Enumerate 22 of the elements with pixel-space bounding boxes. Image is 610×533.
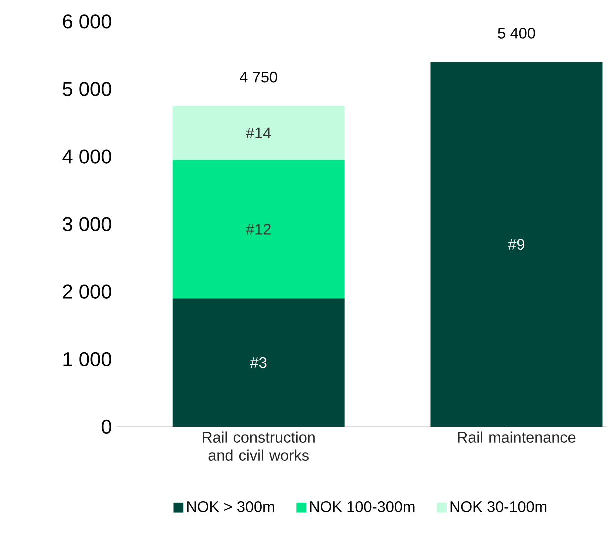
annotation: #9 (508, 239, 525, 250)
annotation: #14 (246, 128, 272, 138)
bar (430, 62, 603, 427)
annotation: #3 (250, 357, 267, 368)
y-tick-label: 6 000 (63, 14, 112, 29)
legend-label: NOK 30-100m (450, 502, 547, 512)
x-tick-label: Rail construction and civil works (203, 432, 315, 461)
bar (172, 298, 345, 427)
legend-label: NOK 100-300m (310, 502, 415, 512)
y-tick-label: 4 000 (62, 150, 112, 164)
bar (172, 160, 345, 299)
total-label: 4 750 (240, 72, 278, 83)
y-tick-label: 1 000 (64, 352, 112, 367)
total-label: 5 400 (498, 28, 536, 39)
x-tick-label: Rail maintenance (458, 432, 576, 443)
y-tick-label: 5 000 (63, 82, 112, 96)
annotation: #12 (246, 224, 271, 235)
bar (172, 106, 345, 160)
y-tick-label: 3 000 (62, 217, 112, 232)
legend-label: NOK > 300m (188, 502, 274, 512)
y-tick-label: 0 (102, 420, 112, 434)
y-tick-label: 2 000 (63, 284, 112, 299)
